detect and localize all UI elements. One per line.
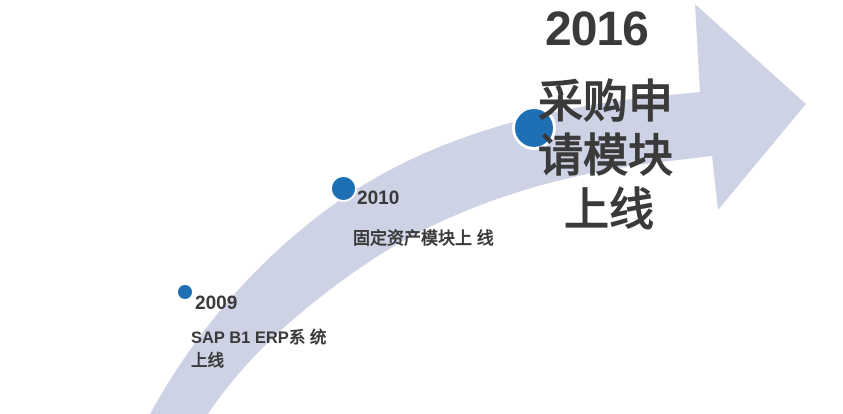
milestone-description-2010-line2: 线 <box>476 229 494 248</box>
milestone-description-2009: SAP B1 ERP系 统上线 <box>191 327 341 373</box>
milestone-description-2010-line1: 固定资产模块上 <box>353 229 472 248</box>
milestone-description-2016-line1: 采购申 <box>538 76 674 127</box>
milestone-dot-2016 <box>512 106 556 150</box>
milestone-dot-2009 <box>178 285 192 299</box>
milestone-year-2016: 2016 <box>545 3 649 56</box>
milestone-description-2016: 采购申 请模块 上线 <box>538 75 684 237</box>
milestone-description-2010: 固定资产模块上 线 <box>353 226 505 251</box>
milestone-description-2016-line3: 上线 <box>563 184 654 235</box>
milestone-year-2009: 2009 <box>195 293 238 314</box>
milestone-description-2016-line2: 请模块 <box>538 130 674 181</box>
arrow-band-path <box>150 4 806 414</box>
milestone-year-2010: 2010 <box>357 188 400 209</box>
milestone-description-2009-line2: 统上线 <box>191 329 327 370</box>
milestone-description-2009-line1: SAP B1 ERP系 <box>191 329 306 347</box>
milestone-dot-2010 <box>330 175 357 202</box>
